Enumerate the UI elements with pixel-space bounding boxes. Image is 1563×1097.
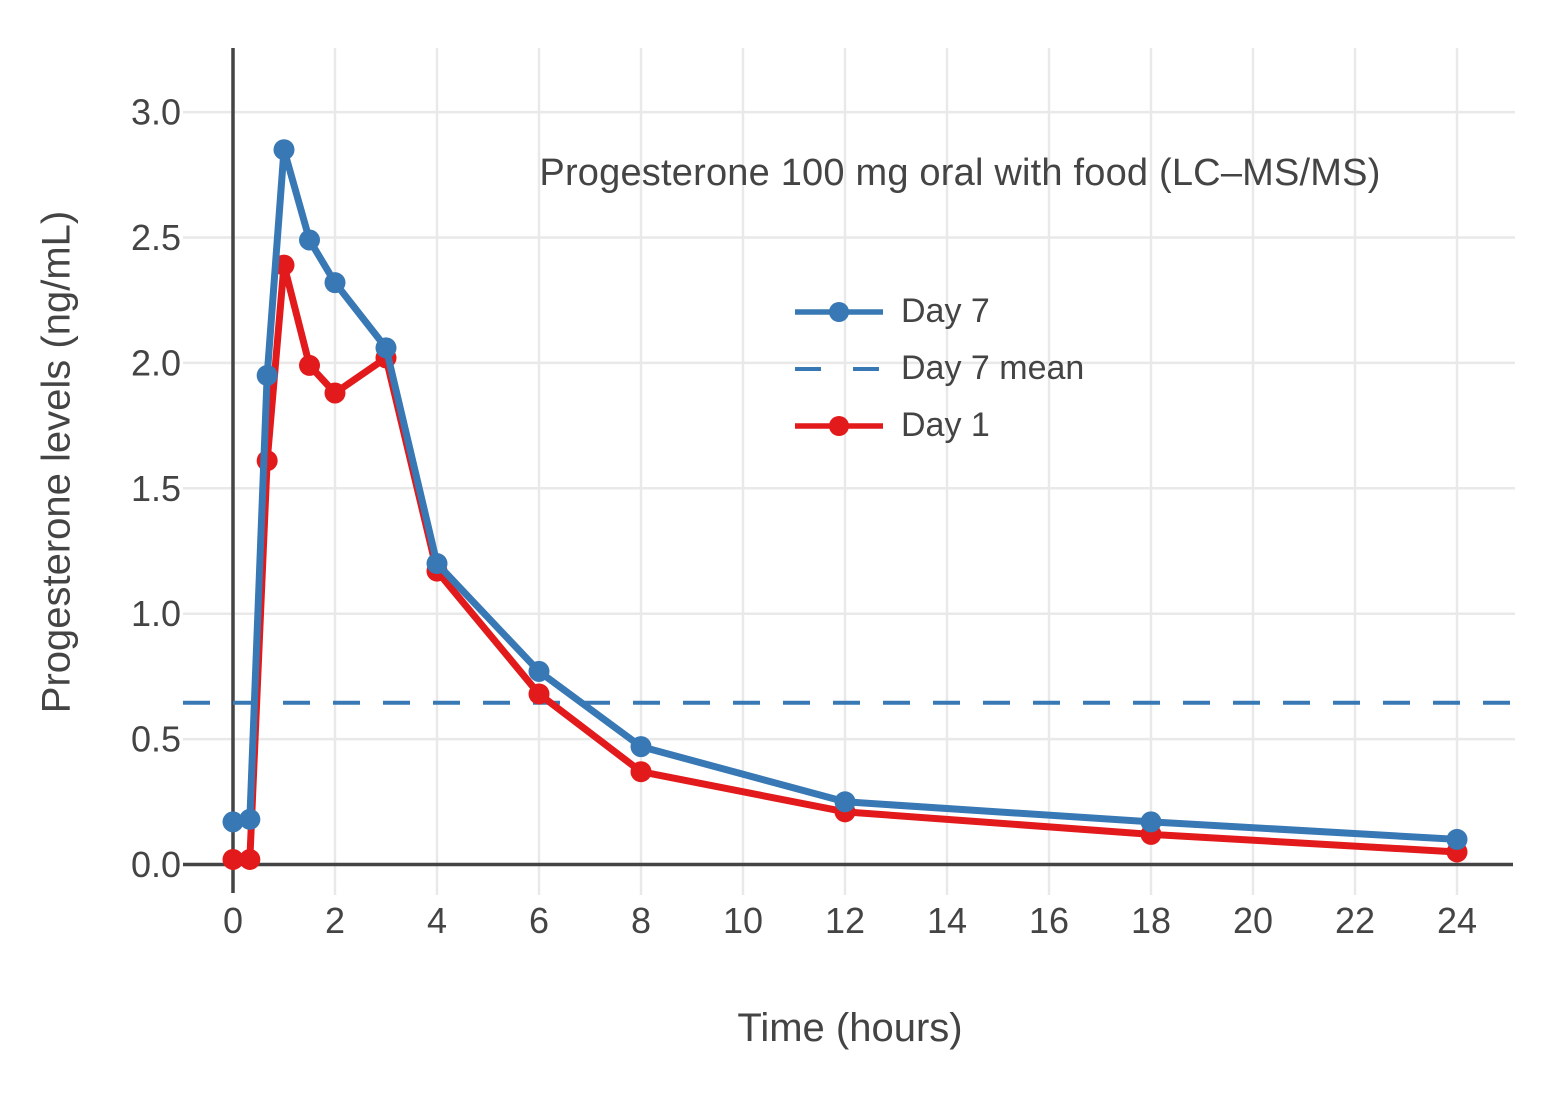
series-markers-day-7: [222, 139, 1468, 850]
y-tick-label: 1.5: [131, 468, 181, 509]
x-tick-label: 18: [1131, 900, 1171, 941]
x-tick-label: 8: [631, 900, 651, 941]
y-tick-labels: 0.0 0.5 1.0 1.5 2.0 2.5 3.0: [131, 92, 181, 885]
y-axis-title: Progesterone levels (ng/mL): [34, 210, 79, 714]
legend-label-day7-mean: Day 7 mean: [901, 349, 1085, 387]
data-point-day-1: [222, 848, 244, 870]
data-point-day-7: [375, 337, 397, 359]
y-tick-label: 2.5: [131, 217, 181, 258]
data-point-day-1: [324, 382, 346, 404]
data-point-day-1: [528, 683, 550, 705]
legend: Day 7 Day 7 mean Day 1: [793, 283, 1084, 454]
data-point-day-7: [834, 791, 856, 813]
x-tick-labels: 0 2 4 6 8 10 12 14 16 18 20 22 24: [223, 900, 1477, 941]
x-tick-label: 24: [1437, 900, 1477, 941]
data-point-day-1: [299, 354, 320, 376]
x-tick-label: 12: [825, 900, 865, 941]
data-point-day-7: [256, 364, 278, 386]
x-tick-label: 2: [325, 900, 345, 941]
legend-item-day7-mean: Day 7 mean: [793, 340, 1084, 397]
day7-mean-dashed-swatch-icon: [795, 366, 883, 371]
data-point-day-7: [1446, 828, 1468, 850]
day7-line-swatch-icon: [795, 301, 883, 322]
data-point-day-7: [528, 660, 550, 682]
data-point-day-1: [630, 761, 652, 783]
data-point-day-7: [222, 811, 244, 833]
x-tick-label: 22: [1335, 900, 1375, 941]
data-point-day-7: [630, 736, 652, 758]
legend-item-day7: Day 7: [793, 283, 1084, 340]
data-point-day-7: [324, 272, 346, 294]
day1-line-swatch-icon: [795, 415, 883, 436]
y-tick-label: 0.5: [131, 719, 181, 760]
x-tick-label: 20: [1233, 900, 1273, 941]
legend-label-day7: Day 7: [901, 292, 990, 330]
gridlines: [183, 48, 1515, 895]
y-tick-label: 2.0: [131, 342, 181, 383]
data-point-day-7: [1140, 811, 1162, 833]
x-tick-label: 10: [723, 900, 763, 941]
x-tick-label: 0: [223, 900, 243, 941]
y-tick-label: 0.0: [131, 844, 181, 885]
x-axis-title: Time (hours): [737, 1006, 963, 1050]
legend-label-day1: Day 1: [901, 406, 990, 444]
x-tick-label: 6: [529, 900, 549, 941]
y-tick-label: 3.0: [131, 92, 181, 133]
x-tick-label: 14: [927, 900, 967, 941]
data-point-day-7: [239, 808, 261, 830]
data-point-day-7: [426, 553, 448, 575]
legend-item-day1: Day 1: [793, 397, 1084, 454]
y-tick-label: 1.0: [131, 593, 181, 634]
data-point-day-7: [299, 229, 320, 251]
data-point-day-7: [273, 139, 295, 161]
x-tick-label: 16: [1029, 900, 1069, 941]
x-tick-label: 4: [427, 900, 447, 941]
data-point-day-1: [239, 848, 261, 870]
chart-title: Progesterone 100 mg oral with food (LC–M…: [539, 152, 1381, 194]
